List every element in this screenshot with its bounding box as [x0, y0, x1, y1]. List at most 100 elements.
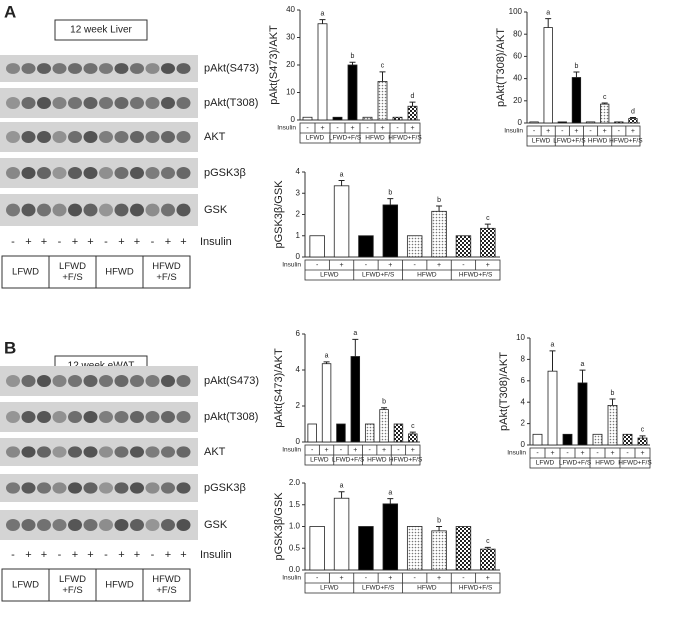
y-tick-label: 40: [513, 74, 522, 83]
x-tick-label: -: [340, 447, 343, 454]
blot-band: [52, 167, 67, 179]
y-tick-label: 0: [521, 440, 526, 449]
group-label: HFWD: [588, 138, 608, 145]
significance-letter: a: [581, 361, 585, 368]
blot-band: [114, 203, 129, 217]
blot-band: [114, 97, 129, 109]
group-label: HFWD+F/S: [459, 585, 493, 592]
group-label: HFWD: [367, 457, 387, 464]
blot-band: [68, 375, 82, 387]
significance-letter: b: [351, 53, 355, 60]
x-tick-label: +: [640, 450, 644, 457]
y-tick-label: 80: [513, 29, 522, 38]
group-label: HFWD: [595, 460, 615, 467]
y-tick-label: 3: [296, 188, 301, 197]
blot-band: [68, 63, 82, 74]
blot-band: [21, 63, 36, 74]
blot-band: [99, 519, 113, 531]
error-bar: [545, 18, 552, 28]
bar: [455, 526, 472, 571]
group-label: LFWD: [306, 135, 325, 142]
blot-band: [99, 203, 113, 217]
bar: [358, 235, 374, 258]
blot-band: [130, 63, 144, 74]
bar: [350, 356, 361, 443]
significance-letter: a: [340, 171, 344, 178]
significance-letter: c: [411, 423, 415, 430]
error-bar: [409, 101, 416, 107]
group-label: LFWD: [12, 580, 39, 591]
x-tick-label: -: [414, 262, 417, 269]
insulin-label: Insulin: [200, 236, 232, 248]
significance-letter: b: [574, 63, 578, 70]
blot-band: [114, 167, 129, 179]
error-bar: [319, 19, 326, 24]
blot-band: [161, 97, 175, 109]
group-label: HFWD+F/S: [389, 457, 423, 464]
blot-band: [37, 167, 51, 179]
x-tick-label: +: [380, 125, 384, 132]
group-label: LFWD: [59, 574, 86, 585]
x-tick-label: -: [462, 575, 465, 582]
x-tick-label: +: [437, 575, 441, 582]
x-tick-label: +: [411, 447, 415, 454]
blot-band: [83, 411, 98, 423]
row-label: Insulin: [507, 450, 526, 457]
y-tick-label: 0: [291, 115, 296, 124]
bar: [406, 235, 423, 258]
blot-band: [145, 203, 160, 217]
insulin-sign: -: [104, 236, 108, 248]
x-tick-label: -: [536, 450, 539, 457]
x-tick-label: -: [365, 262, 368, 269]
insulin-sign: -: [104, 549, 108, 561]
blot-band: [68, 519, 82, 531]
y-tick-label: 8: [521, 355, 526, 364]
bar: [543, 27, 553, 124]
insulin-sign: +: [41, 236, 47, 248]
insulin-sign: +: [25, 236, 31, 248]
insulin-sign: +: [180, 549, 186, 561]
row-label: Insulin: [282, 447, 301, 454]
x-tick-label: -: [596, 450, 599, 457]
x-tick-label: +: [486, 262, 490, 269]
blot-band: [6, 63, 20, 74]
blot-band: [37, 375, 51, 387]
y-tick-label: 6: [296, 329, 301, 338]
group-label: +F/S: [156, 585, 176, 596]
blot-band: [99, 482, 113, 494]
x-tick-label: +: [437, 262, 441, 269]
blot-band: [99, 446, 113, 458]
bar: [614, 121, 624, 124]
x-tick-label: +: [388, 262, 392, 269]
blot-band: [52, 375, 67, 387]
group-label: HFWD: [152, 574, 181, 585]
group-label: LFWD+F/S: [362, 272, 395, 279]
blot-band: [83, 63, 98, 74]
x-tick-label: -: [626, 450, 629, 457]
significance-letter: b: [437, 517, 441, 524]
insulin-sign: -: [151, 236, 155, 248]
row-label: Insulin: [282, 262, 301, 269]
significance-letter: d: [411, 93, 415, 100]
blot-band: [6, 167, 20, 179]
blot-band: [161, 519, 175, 531]
y-tick-label: 60: [513, 52, 522, 61]
x-tick-label: +: [388, 575, 392, 582]
bar: [364, 423, 375, 443]
error-bar: [549, 350, 556, 372]
blot-band: [114, 446, 129, 458]
y-tick-label: 2: [296, 401, 301, 410]
x-tick-label: -: [618, 128, 621, 135]
blot-band: [21, 519, 36, 531]
x-tick-label: +: [325, 447, 329, 454]
blot-band: [161, 411, 175, 423]
bar: [480, 227, 496, 258]
y-tick-label: 0: [518, 118, 523, 127]
bar: [321, 363, 332, 443]
blot-band: [68, 97, 82, 109]
error-bar: [338, 491, 345, 499]
row-label: Insulin: [282, 575, 301, 582]
blot-band: [145, 519, 160, 531]
error-bar: [409, 431, 416, 434]
blot-band: [130, 411, 144, 423]
